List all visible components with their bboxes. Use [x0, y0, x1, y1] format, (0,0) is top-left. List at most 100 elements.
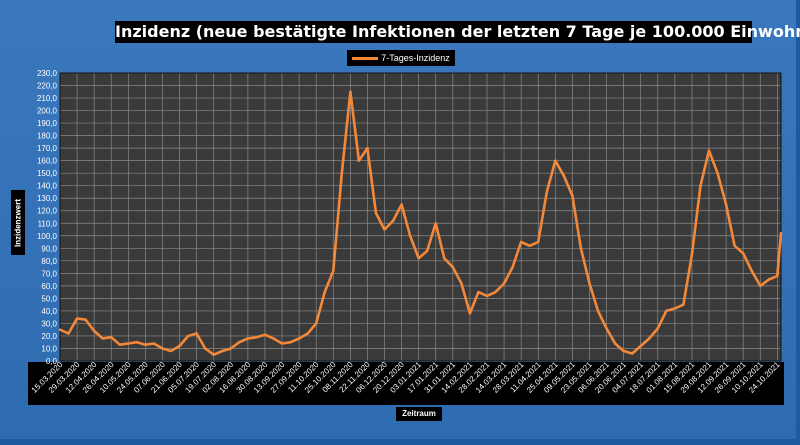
y-tick-label: 120,0 [37, 207, 58, 216]
data-point [665, 309, 668, 313]
data-point [340, 172, 343, 175]
data-point [434, 222, 437, 225]
y-tick-label: 190,0 [37, 119, 58, 128]
y-tick-label: 160,0 [37, 157, 58, 166]
data-point [733, 244, 736, 247]
data-point [178, 344, 181, 348]
data-point [349, 90, 352, 94]
y-tick-label: 100,0 [37, 232, 58, 241]
data-point [460, 282, 463, 285]
data-point [707, 149, 711, 152]
data-point [519, 240, 523, 244]
data-point [366, 146, 369, 150]
data-point [562, 174, 565, 177]
data-point [477, 290, 480, 294]
data-point [613, 342, 617, 345]
plot-area [60, 73, 781, 361]
y-tick-label: 10,0 [41, 344, 57, 353]
data-point [229, 347, 232, 350]
chart-title: Inzidenz (neue bestätigte Infektionen de… [115, 21, 800, 43]
data-point [306, 332, 309, 335]
data-point [289, 341, 292, 344]
data-point [238, 341, 241, 344]
data-point [622, 349, 625, 353]
data-point [750, 269, 753, 272]
data-point [255, 336, 258, 339]
data-point [545, 190, 548, 194]
series-line-7-tages-inzidenz [58, 90, 783, 356]
data-point [58, 328, 62, 331]
x-axis-label: Zeitraum [396, 407, 442, 421]
plot-border [59, 72, 782, 362]
data-point [528, 244, 531, 247]
data-point [571, 194, 574, 197]
data-point [84, 318, 87, 321]
data-point [212, 353, 215, 356]
data-point [400, 203, 403, 206]
data-point [631, 352, 634, 355]
data-point [554, 159, 557, 162]
data-point [110, 336, 113, 339]
y-tick-label: 0,0 [46, 357, 58, 366]
data-point [280, 342, 284, 345]
data-point [383, 228, 386, 231]
data-point [776, 274, 779, 278]
data-point [195, 332, 198, 335]
data-point [759, 284, 762, 288]
data-point [426, 249, 429, 252]
data-point [485, 294, 489, 298]
data-point [716, 172, 719, 175]
y-tick-label: 230,0 [37, 69, 58, 78]
data-point [639, 344, 642, 348]
data-point [93, 329, 96, 333]
data-point [537, 240, 540, 244]
data-point [357, 159, 361, 162]
data-point [588, 282, 591, 285]
x-tick-band [28, 362, 784, 405]
data-point [742, 252, 745, 255]
data-point [272, 337, 275, 340]
y-tick-label: 70,0 [41, 269, 57, 278]
y-tick-label: 40,0 [41, 307, 57, 316]
y-tick-label: 110,0 [38, 219, 58, 228]
y-tick-label: 220,0 [37, 82, 58, 91]
data-point [451, 265, 454, 269]
y-tick-label: 150,0 [37, 169, 58, 178]
y-axis-label-box: Inzidenzwert [11, 190, 25, 255]
y-tick-label: 180,0 [37, 132, 58, 141]
data-point [511, 265, 514, 269]
data-point [502, 282, 506, 285]
data-point [699, 184, 702, 187]
data-point [605, 327, 608, 330]
data-point [75, 317, 79, 320]
data-point [323, 290, 326, 294]
data-point [596, 309, 600, 313]
data-point [443, 257, 446, 260]
legend-label: 7-Tages-Inzidenz [381, 53, 450, 63]
legend-swatch [352, 56, 379, 60]
data-point [127, 342, 130, 345]
data-point [263, 333, 267, 336]
y-tick-label: 130,0 [37, 194, 58, 203]
y-tick-label: 170,0 [37, 144, 58, 153]
data-point [135, 341, 139, 344]
data-point [152, 342, 156, 345]
y-tick-label: 200,0 [37, 107, 58, 116]
data-point [417, 257, 420, 260]
y-tick-label: 80,0 [41, 257, 57, 266]
y-tick-label: 30,0 [41, 319, 57, 328]
data-point [332, 269, 335, 272]
y-tick-label: 60,0 [41, 282, 57, 291]
data-point [204, 347, 207, 350]
y-tick-label: 50,0 [41, 294, 57, 303]
data-point [468, 312, 472, 315]
data-point [169, 349, 173, 353]
data-point [186, 334, 190, 338]
data-point [408, 234, 412, 237]
legend: 7-Tages-Inzidenz [347, 50, 455, 66]
y-tick-label: 20,0 [41, 332, 57, 341]
data-point [101, 337, 104, 340]
data-point [391, 219, 395, 222]
data-point [767, 278, 770, 281]
